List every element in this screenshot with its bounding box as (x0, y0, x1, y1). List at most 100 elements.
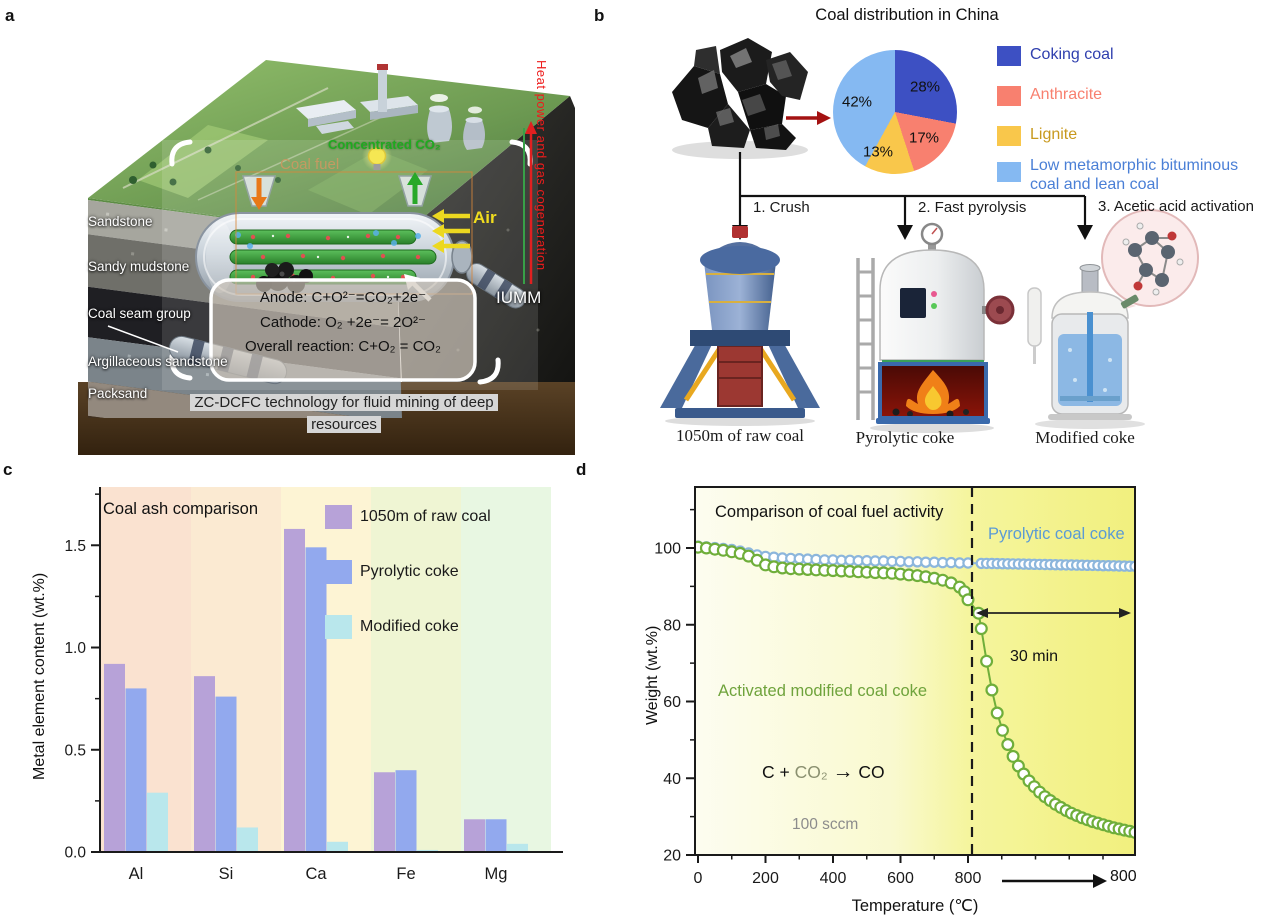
electrolyte-droplets (235, 230, 421, 249)
panel-label-d: d (576, 460, 587, 479)
svg-text:100: 100 (654, 541, 681, 558)
legend-label-raw-coal: 1050m of raw coal (360, 508, 491, 525)
svg-text:Si: Si (219, 865, 234, 883)
svg-text:0.0: 0.0 (64, 845, 86, 862)
legend-swatch-pyrolytic-coke (325, 560, 352, 584)
bars (104, 528, 528, 852)
svg-text:400: 400 (820, 870, 847, 887)
pie-pct-coking: 28% (909, 78, 941, 96)
panel-b-graphics (660, 38, 1199, 433)
legend-label-pyrolytic-coke: Pyrolytic coke (360, 563, 459, 580)
axis-ticks: 0.0 0.5 1.0 1.5 Al Si Ca Fe Mg (64, 493, 508, 883)
panel-d-xlabel: Temperature (℃) (851, 897, 979, 915)
step-label-fast-pyrolysis: 2. Fast pyrolysis (918, 199, 1027, 216)
legend-swatch-lignite (997, 126, 1021, 146)
reaction-panel (209, 278, 477, 382)
equation-right: CO (858, 762, 885, 782)
line-chart-canvas: 0 200 400 600 800 20 40 60 80 100 (654, 486, 1136, 888)
legend-label-coking: Coking coal (1030, 46, 1114, 63)
raw-coal-illustration (672, 38, 808, 159)
svg-text:40: 40 (663, 771, 681, 788)
panel-a-caption-text: ZC-DCFC technology for fluid mining of d… (190, 394, 498, 433)
pyrolysis-furnace-illustration (856, 222, 1015, 433)
legend-swatch-low-metamorphic (997, 162, 1021, 182)
svg-text:Mg: Mg (485, 865, 508, 883)
product-label-pyrolytic-coke: Pyrolytic coke (855, 428, 955, 447)
svg-text:60: 60 (663, 694, 681, 711)
overall-reaction: Overall reaction: C+O₂ = CO₂ (245, 338, 441, 355)
svg-text:800: 800 (955, 870, 982, 887)
svg-text:Ca: Ca (305, 865, 327, 883)
svg-text:Fe: Fe (396, 865, 415, 883)
product-label-modified-coke: Modified coke (1035, 428, 1135, 447)
bracket-arc-top-left (169, 139, 193, 167)
air-label: Air (473, 208, 497, 227)
panel-d-title: Comparison of coal fuel activity (715, 503, 944, 521)
legend-label-low-metamorphic: Low metamorphic bituminous coal and lean… (1030, 157, 1239, 194)
pie-pct-lignite: 13% (862, 143, 894, 161)
surface-power-plant (88, 60, 570, 240)
plot-background (695, 487, 1135, 855)
coal-fuel-label: Coal fuel (280, 156, 340, 173)
panel-a-caption: ZC-DCFC technology for fluid mining of d… (168, 392, 520, 436)
legend-swatch-raw-coal (325, 505, 352, 529)
pie-pct-anthracite: 17% (908, 129, 940, 147)
boudouard-equation: C + CO₂ → CO (762, 760, 885, 784)
product-label-raw-coal: 1050m of raw coal (676, 426, 804, 445)
cathode-reaction: Cathode: O₂ +2e⁻= 2O²⁻ (260, 314, 426, 331)
axis-ticks: 0 200 400 600 800 20 40 60 80 100 (654, 508, 1104, 887)
bracket-arc-bottom-left (169, 353, 193, 381)
iumm-label: IUMM (496, 288, 542, 307)
flow-rate-label: 100 sccm (792, 816, 859, 833)
panel-c-title: Coal ash comparison (103, 500, 258, 518)
hold-duration-label: 30 min (1010, 648, 1059, 665)
svg-text:80: 80 (663, 617, 681, 634)
legend-swatch-modified-coke (325, 615, 352, 639)
svg-text:200: 200 (752, 870, 779, 887)
magnifier-bubble (1101, 209, 1199, 307)
panel-c-ylabel: Metal element content (wt.%) (31, 572, 48, 780)
pyrolytic-curve-label: Pyrolytic coal coke (988, 525, 1125, 543)
bar-chart-canvas: 0.0 0.5 1.0 1.5 Al Si Ca Fe Mg (64, 487, 563, 883)
pie-pct-low-metamorphic: 42% (841, 93, 873, 111)
tga-curves (696, 540, 1134, 839)
process-connectors (738, 152, 1087, 228)
anode-reaction: Anode: C+O²⁻=CO₂+2e⁻ (259, 289, 427, 306)
step-label-acetic-acid-activation: 3. Acetic acid activation (1098, 198, 1254, 215)
bracket-arc-bottom-right (477, 357, 501, 385)
equation-left: C + (762, 762, 790, 782)
panel-label-b: b (594, 6, 605, 25)
svg-text:600: 600 (887, 870, 914, 887)
modified-curve-label: Activated modified coal coke (718, 682, 928, 700)
drill-tool-right (466, 263, 527, 309)
svg-text:1.5: 1.5 (64, 538, 86, 555)
step-label-crush: 1. Crush (753, 199, 810, 216)
legend-label-lignite: Lignite (1030, 126, 1078, 143)
stratum-label-coal-seam-group: Coal seam group (88, 306, 191, 321)
stratum-label-argillaceous-sandstone: Argillaceous sandstone (88, 354, 228, 369)
panel-label-a: a (5, 6, 15, 25)
legend-swatch-coking (997, 46, 1021, 66)
panel-d-tga-chart: 0 200 400 600 800 20 40 60 80 100 Comparison of c… (610, 470, 1267, 921)
svg-text:Al: Al (129, 865, 144, 883)
panel-d-ylabel: Weight (wt.%) (644, 625, 661, 725)
x-end-tick-label: 800 (1110, 868, 1137, 885)
stratum-label-sandstone: Sandstone (88, 214, 153, 229)
coal-distribution-pie-chart (833, 50, 957, 174)
panel-b-title: Coal distribution in China (815, 6, 999, 24)
plot-frame (694, 486, 1136, 856)
co2-label: Concentrated CO₂ (328, 137, 441, 152)
legend-swatch-anthracite (997, 86, 1021, 106)
svg-text:1.0: 1.0 (64, 640, 86, 657)
panel-a-illustration: Sandstone Sandy mudstone Coal seam group… (78, 30, 575, 455)
activation-reactor-illustration (1027, 209, 1199, 429)
coal-seam-pointer-line (107, 325, 179, 353)
stratum-label-packsand: Packsand (88, 386, 148, 401)
panel-label-c: c (3, 460, 13, 479)
air-arrows (440, 213, 470, 249)
svg-text:0.5: 0.5 (64, 742, 86, 759)
reaction-arrow-icon: → (832, 760, 854, 783)
legend-label-anthracite: Anthracite (1030, 86, 1103, 103)
legend-label-modified-coke: Modified coke (360, 618, 459, 635)
svg-text:20: 20 (663, 848, 681, 865)
